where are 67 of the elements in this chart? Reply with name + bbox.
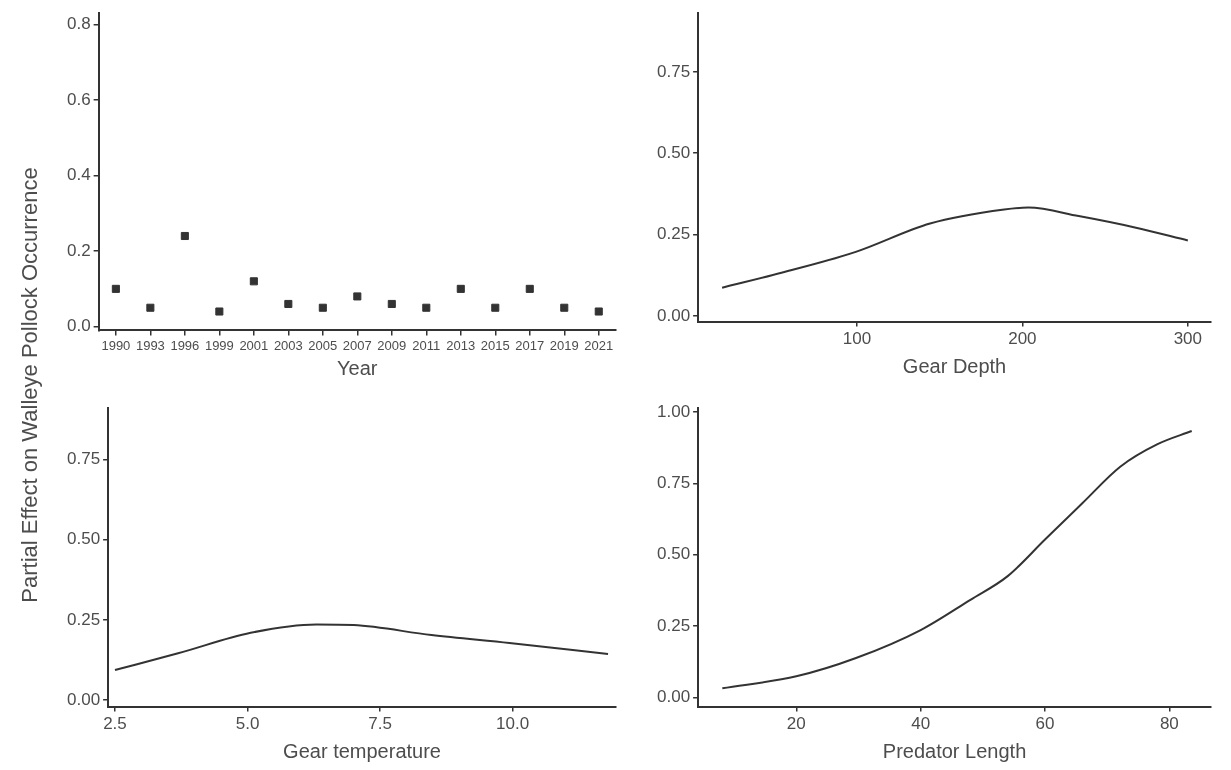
x-tick-label: 200 [1008, 329, 1037, 349]
point [146, 303, 155, 312]
y-tick-label: 0.75 [656, 472, 691, 492]
x-tick-label: 2011 [412, 337, 441, 353]
x-tick-label: 7.5 [368, 714, 392, 734]
x-tick-label: 300 [1173, 329, 1203, 349]
y-tick-label: 0.25 [656, 224, 691, 244]
x-tick-label: 5.0 [235, 714, 260, 734]
y-axis-title: Partial Effect on Walleye Pollock Occurrence [17, 167, 43, 603]
x-tick-label: 2017 [515, 337, 545, 353]
line-series [721, 430, 1193, 690]
x-tick-label: 2019 [549, 337, 579, 353]
x-axis-title: Year [337, 356, 378, 379]
x-tick-label: 80 [1159, 714, 1179, 734]
point [249, 277, 258, 286]
x-axis-title: Gear temperature [283, 739, 441, 762]
x-axis-title: Predator Length [882, 739, 1027, 762]
y-tick-label: 0.50 [656, 544, 691, 564]
y-tick-label: 0.50 [656, 142, 691, 162]
y-tick-label: 0.00 [656, 687, 691, 707]
point [111, 284, 120, 293]
line-series [113, 623, 610, 672]
y-tick-label: 0.25 [656, 615, 691, 635]
y-tick-label: 0.00 [66, 689, 101, 709]
point [594, 307, 603, 316]
y-tick-label: 0.4 [66, 165, 91, 185]
x-axis-title: Gear Depth [902, 354, 1007, 377]
x-tick-label: 2015 [480, 337, 510, 353]
point [215, 307, 224, 316]
point [387, 299, 396, 308]
point [180, 231, 189, 241]
y-tick-label: 0.8 [66, 14, 91, 34]
x-tick-label: 1999 [204, 337, 234, 353]
y-tick-label: 0.6 [66, 89, 91, 109]
point [284, 299, 293, 308]
x-tick-label: 2001 [239, 337, 269, 353]
x-tick-label: 60 [1035, 714, 1055, 734]
x-tick-label: 2007 [342, 337, 372, 353]
x-tick-label: 2021 [584, 337, 614, 353]
x-tick-label: 40 [911, 714, 931, 734]
x-tick-label: 2003 [273, 337, 303, 353]
y-tick-label: 0.00 [656, 305, 691, 325]
y-tick-label: 1.00 [656, 401, 691, 421]
y-tick-label: 0.75 [656, 61, 691, 81]
line-series [721, 206, 1189, 289]
x-tick-label: 2005 [308, 337, 338, 353]
y-tick-label: 0.25 [66, 609, 101, 629]
x-tick-label: 1996 [170, 337, 200, 353]
x-tick-label: 2.5 [103, 714, 127, 734]
x-tick-label: 100 [842, 329, 872, 349]
point [456, 284, 465, 293]
y-tick-label: 0.75 [66, 449, 101, 469]
point [525, 284, 534, 293]
x-tick-label: 20 [786, 714, 806, 734]
point [318, 303, 327, 312]
x-tick-label: 10.0 [496, 714, 530, 734]
x-tick-label: 1990 [101, 337, 131, 353]
point [422, 303, 431, 312]
x-tick-label: 1993 [135, 337, 165, 353]
y-tick-label: 0.0 [66, 316, 91, 336]
x-tick-label: 2013 [446, 337, 476, 353]
x-tick-label: 2009 [377, 337, 407, 353]
y-tick-label: 0.2 [66, 240, 91, 260]
y-tick-label: 0.50 [66, 529, 101, 549]
point [491, 303, 500, 312]
point [353, 292, 362, 301]
point [560, 303, 569, 312]
